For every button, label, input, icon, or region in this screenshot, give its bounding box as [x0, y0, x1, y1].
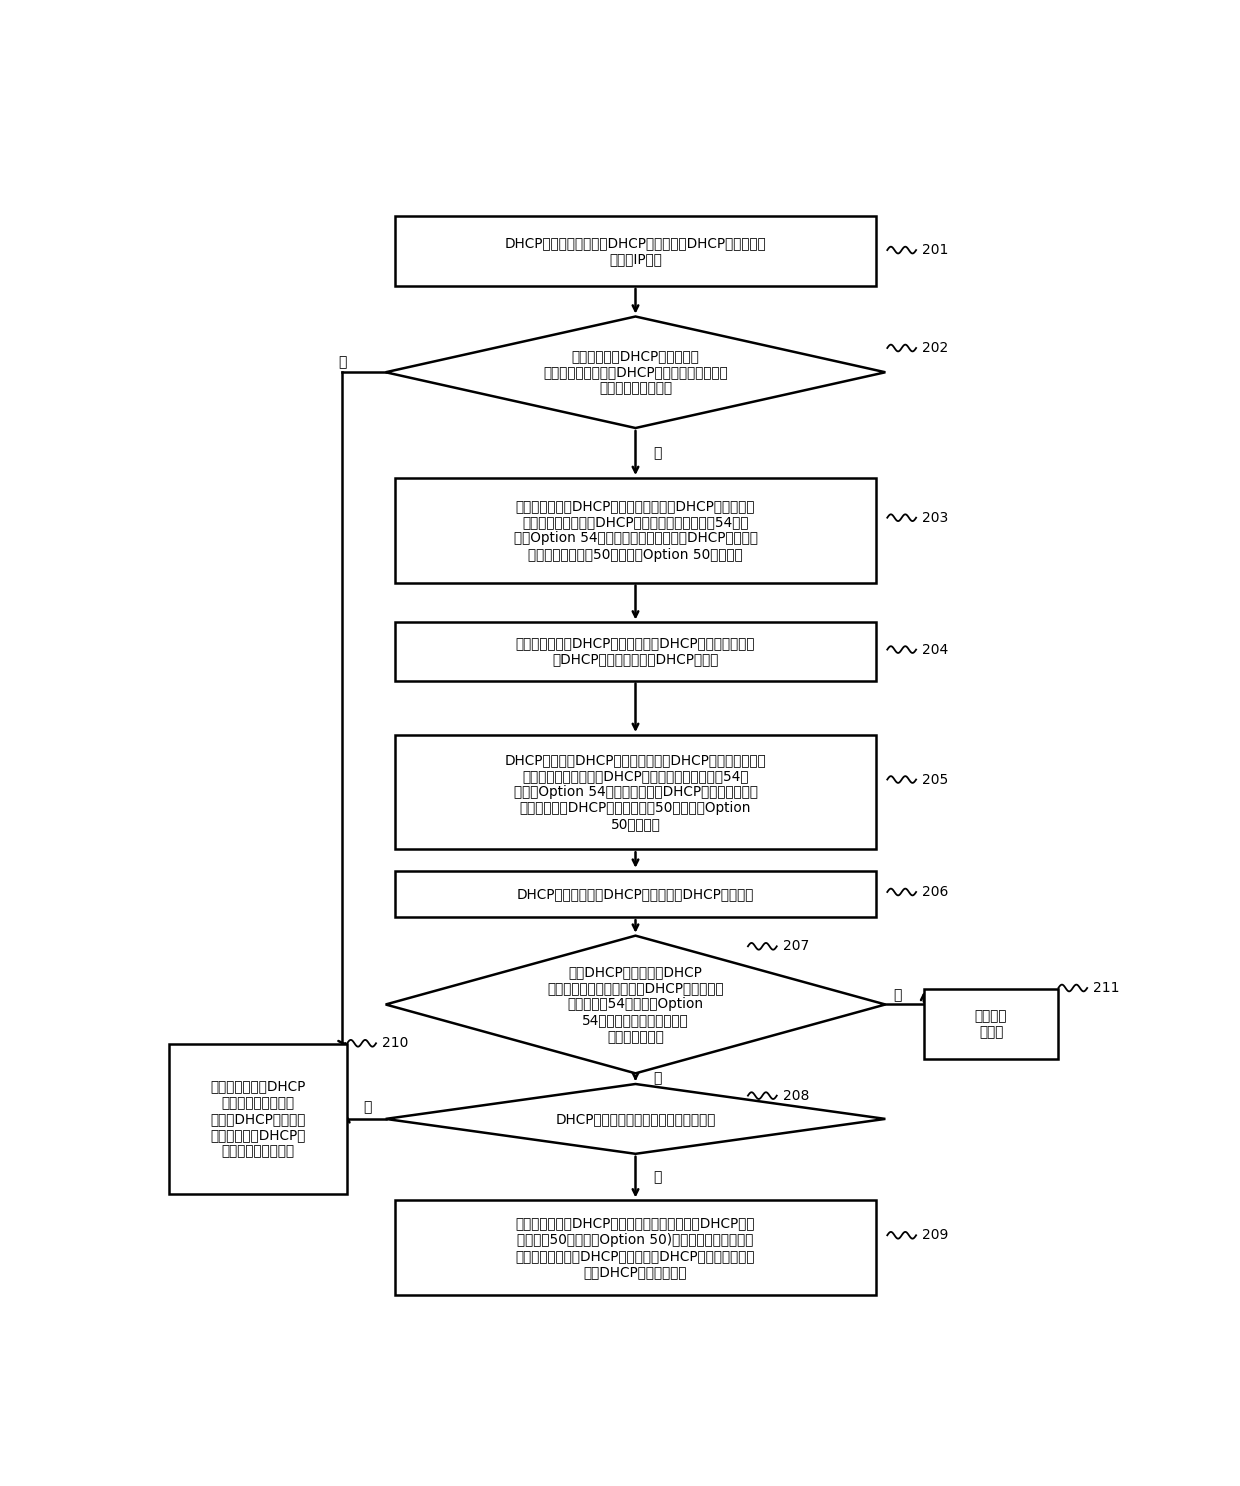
Bar [924, 990, 1059, 1060]
Bar [396, 623, 875, 681]
Polygon shape [386, 936, 885, 1073]
Text: 处于主机状态的DHCP服务器在生成DHCP响应报文之后，
将DHCP响应报文发送给DHCP客户端: 处于主机状态的DHCP服务器在生成DHCP响应报文之后， 将DHCP响应报文发送… [516, 636, 755, 667]
Text: 否: 否 [363, 1100, 371, 1114]
Text: DHCP客户端向各个DHCP服务器发送DHCP请求报文: DHCP客户端向各个DHCP服务器发送DHCP请求报文 [517, 887, 754, 901]
Text: 204: 204 [921, 642, 949, 657]
Text: DHCP客户端将DHCP响应报文中各个DHCP服务器的三层接
口的地址，同时封装在DHCP请求报文中扩展后的第54号
选项（Option 54）字段中，并将DH: DHCP客户端将DHCP响应报文中各个DHCP服务器的三层接 口的地址，同时封装… [505, 753, 766, 832]
Text: 网络中的多个DHCP服务器通过
相应的三层接口接收DHCP发现报文，并判断是
否自己处于主机状态: 网络中的多个DHCP服务器通过 相应的三层接口接收DHCP发现报文，并判断是 否… [543, 349, 728, 395]
Bar [169, 1043, 347, 1195]
Text: 不进行任
何处理: 不进行任 何处理 [975, 1009, 1007, 1039]
Text: 207: 207 [782, 939, 808, 954]
Text: 所有DHCP服务器接收DHCP
请求报文，并判断接收到的DHCP请求报文中
扩展后的第54号选项（Option
54）字段中是否包括自己的
三层接口的地址: 所有DHCP服务器接收DHCP 请求报文，并判断接收到的DHCP请求报文中 扩展… [547, 964, 724, 1043]
Text: 206: 206 [921, 886, 949, 899]
Text: 205: 205 [921, 773, 949, 786]
Bar [396, 478, 875, 583]
Text: 否: 否 [893, 988, 901, 1002]
Text: 208: 208 [782, 1089, 808, 1103]
Bar [396, 215, 875, 285]
Polygon shape [386, 1083, 885, 1153]
Text: 处于主机状态的DHCP服务器将网络所有DHCP服务器的三
层接口的地址封装在DHCP请求报文的扩展后的第54号选
项（Option 54）字段中，并将预分配给D: 处于主机状态的DHCP服务器将网络所有DHCP服务器的三 层接口的地址封装在DH… [513, 499, 758, 562]
Text: 是: 是 [652, 1169, 661, 1184]
Text: 201: 201 [921, 244, 949, 257]
Text: 处于从机状态的DHCP
服务器监听处于主机
状态的DHCP服务器的
状态，对此次DHCP地
址分配不做任何处理: 处于从机状态的DHCP 服务器监听处于主机 状态的DHCP服务器的 状态，对此次… [210, 1079, 305, 1158]
Text: 210: 210 [382, 1036, 408, 1051]
Text: 否: 否 [339, 355, 347, 370]
Text: DHCP客户端向网络中的DHCP服务器广播DHCP发现报文，
以申请IP地址: DHCP客户端向网络中的DHCP服务器广播DHCP发现报文， 以申请IP地址 [505, 236, 766, 266]
Text: 是: 是 [652, 446, 661, 461]
Text: 202: 202 [921, 340, 949, 355]
Text: 203: 203 [921, 511, 949, 525]
Text: 处于主机状态的DHCP服务器通过一定机制确保DHCP请求
报文的第50号选项（Option 50)字段中的地址信息在网
络内未被使用并向DHCP客户端返回DHC: 处于主机状态的DHCP服务器通过一定机制确保DHCP请求 报文的第50号选项（O… [516, 1217, 755, 1279]
Bar [396, 736, 875, 850]
Bar [396, 871, 875, 917]
Text: 是: 是 [652, 1071, 661, 1086]
Bar [396, 1201, 875, 1296]
Polygon shape [386, 317, 885, 428]
Text: 211: 211 [1092, 981, 1120, 996]
Text: DHCP服务器判断自己是否处于主机状态: DHCP服务器判断自己是否处于主机状态 [556, 1112, 715, 1126]
Text: 209: 209 [921, 1229, 949, 1242]
